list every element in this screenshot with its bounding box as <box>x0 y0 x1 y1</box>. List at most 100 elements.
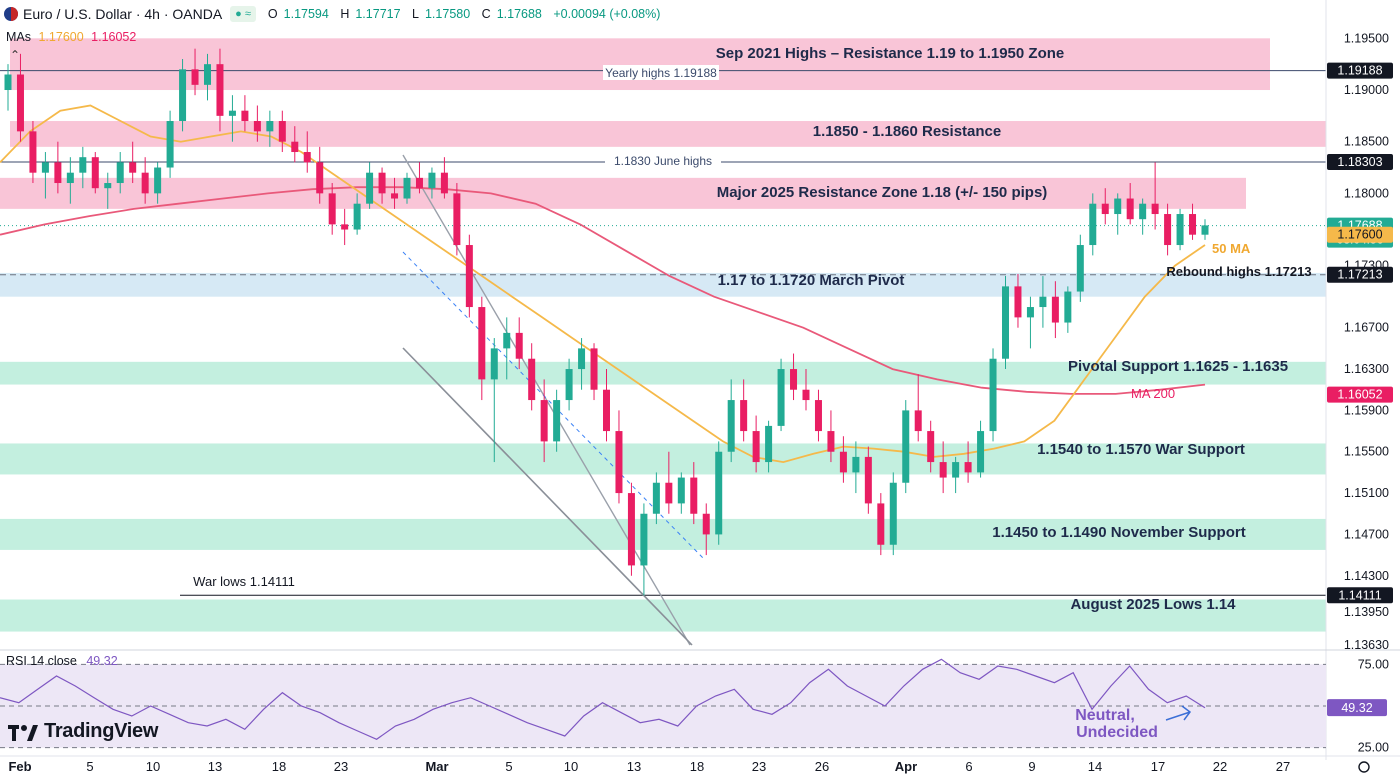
open-label: O <box>267 7 278 21</box>
candle-body <box>1151 203 1159 215</box>
time-tick-label: 18 <box>690 759 704 774</box>
candle-body <box>790 369 798 390</box>
time-tick-label: 13 <box>208 759 222 774</box>
candle-body <box>690 477 698 514</box>
zone-label: August 2025 Lows 1.14 <box>1070 596 1236 613</box>
candle-body <box>590 348 598 390</box>
candle-body <box>216 64 224 116</box>
zone-label: 1.17 to 1.1720 March Pivot <box>718 272 905 289</box>
price-tick-label: 1.16300 <box>1344 362 1389 376</box>
candle-body <box>4 74 12 91</box>
price-tag <box>1327 62 1393 79</box>
candle-body <box>303 152 311 163</box>
candle-body <box>515 332 523 359</box>
price-tick-label: 1.15900 <box>1344 403 1389 417</box>
tradingview-logo[interactable]: TradingView <box>8 720 158 743</box>
ma-legend[interactable]: MAs 1.17600 1.16052 <box>6 30 136 44</box>
price-tick-label: 1.18000 <box>1344 186 1389 200</box>
candle-body <box>652 482 660 514</box>
candle-body <box>228 110 236 116</box>
price-tag <box>1327 226 1393 243</box>
candle-body <box>1014 286 1022 318</box>
price-tag-value: 1.19188 <box>1337 64 1382 78</box>
candle-body <box>166 121 174 168</box>
hline-label: 1.1830 June highs <box>614 154 712 168</box>
candle-body <box>204 64 211 85</box>
price-tick-label: 1.16700 <box>1344 321 1389 335</box>
price-tick-label: 1.14700 <box>1344 527 1389 541</box>
candle-body <box>191 69 199 85</box>
hline-label: War lows 1.14111 <box>193 574 295 589</box>
candle-body <box>752 431 760 463</box>
ma50-value: 1.17600 <box>38 30 84 44</box>
candle-body <box>839 451 847 473</box>
candle-body <box>266 121 274 132</box>
price-tick-label: 1.14300 <box>1344 569 1389 583</box>
zone-label: 1.1850 - 1.1860 Resistance <box>813 123 1001 140</box>
candle-body <box>528 358 536 401</box>
candle-body <box>814 400 822 432</box>
price-tag-value: 1.17600 <box>1337 228 1382 242</box>
candle-body <box>116 162 124 184</box>
candle-body <box>827 431 835 452</box>
candle-body <box>702 513 710 535</box>
zone-band <box>0 177 1246 209</box>
candle-body <box>802 389 810 401</box>
low-label: L <box>412 7 419 21</box>
hline-label: Yearly highs 1.19188 <box>605 66 717 80</box>
candle-body <box>1026 307 1034 318</box>
hline-label: Rebound highs 1.17213 <box>1166 264 1311 279</box>
candle-body <box>852 456 860 473</box>
time-tick-label: 9 <box>1028 759 1035 774</box>
candle-body <box>440 172 448 194</box>
price-tag-value: 1.17213 <box>1337 268 1382 282</box>
open-value: 1.17594 <box>283 7 329 21</box>
candle-body <box>889 482 897 545</box>
rsi-annotation: Undecided <box>1076 724 1158 741</box>
candle-body <box>465 245 473 308</box>
zone-band <box>10 38 1270 91</box>
candle-body <box>79 157 87 173</box>
candle-body <box>91 157 99 189</box>
collapse-chevron-icon[interactable]: ⌃ <box>10 48 21 62</box>
ma200-value: 1.16052 <box>91 30 137 44</box>
rsi-legend[interactable]: RSI 14 close 49.32 <box>6 654 118 668</box>
zone-label: 1.1540 to 1.1570 War Support <box>1037 441 1245 458</box>
ma-legend-label: MAs <box>6 30 31 44</box>
candle-body <box>179 69 187 122</box>
candle-body <box>603 389 610 432</box>
zone-band <box>0 518 1326 550</box>
candle-body <box>1039 296 1047 308</box>
candle-body <box>1076 245 1084 292</box>
candle-body <box>1201 225 1209 235</box>
candle-body <box>977 431 985 473</box>
price-tick-label: 1.19500 <box>1344 31 1389 45</box>
zone-band <box>10 121 1326 147</box>
candle-body <box>16 74 24 132</box>
price-tick-label: 1.19000 <box>1344 83 1389 97</box>
candle-body <box>1126 198 1134 220</box>
candle-body <box>104 183 112 189</box>
candle-body <box>877 503 885 545</box>
ohlc-readout: O 1.17594 H 1.17717 L 1.17580 C 1.17688 +0.0… <box>268 7 668 21</box>
close-value: 1.17688 <box>496 7 542 21</box>
rsi-label: RSI 14 close <box>6 654 77 668</box>
symbol-title[interactable]: Euro / U.S. Dollar · 4h · OANDA <box>23 6 223 22</box>
zone-band <box>0 272 1326 297</box>
candle-body <box>403 177 411 199</box>
price-axis-bg <box>1326 0 1400 760</box>
zone-band <box>0 443 1326 475</box>
time-tick-label: Apr <box>895 759 917 774</box>
zone-label: 1.1450 to 1.1490 November Support <box>992 524 1245 541</box>
brand-name: TradingView <box>44 720 159 742</box>
rsi-value: 49.32 <box>86 654 118 668</box>
candle-body <box>129 162 137 173</box>
time-tick-label: 14 <box>1088 759 1102 774</box>
candle-body <box>428 172 436 189</box>
candle-body <box>665 482 673 504</box>
hline-label-bg <box>603 65 719 80</box>
price-tag <box>1327 154 1393 171</box>
price-tag-value: 1.18303 <box>1337 155 1382 169</box>
market-status-badge[interactable]: ● ≈ <box>230 6 256 22</box>
